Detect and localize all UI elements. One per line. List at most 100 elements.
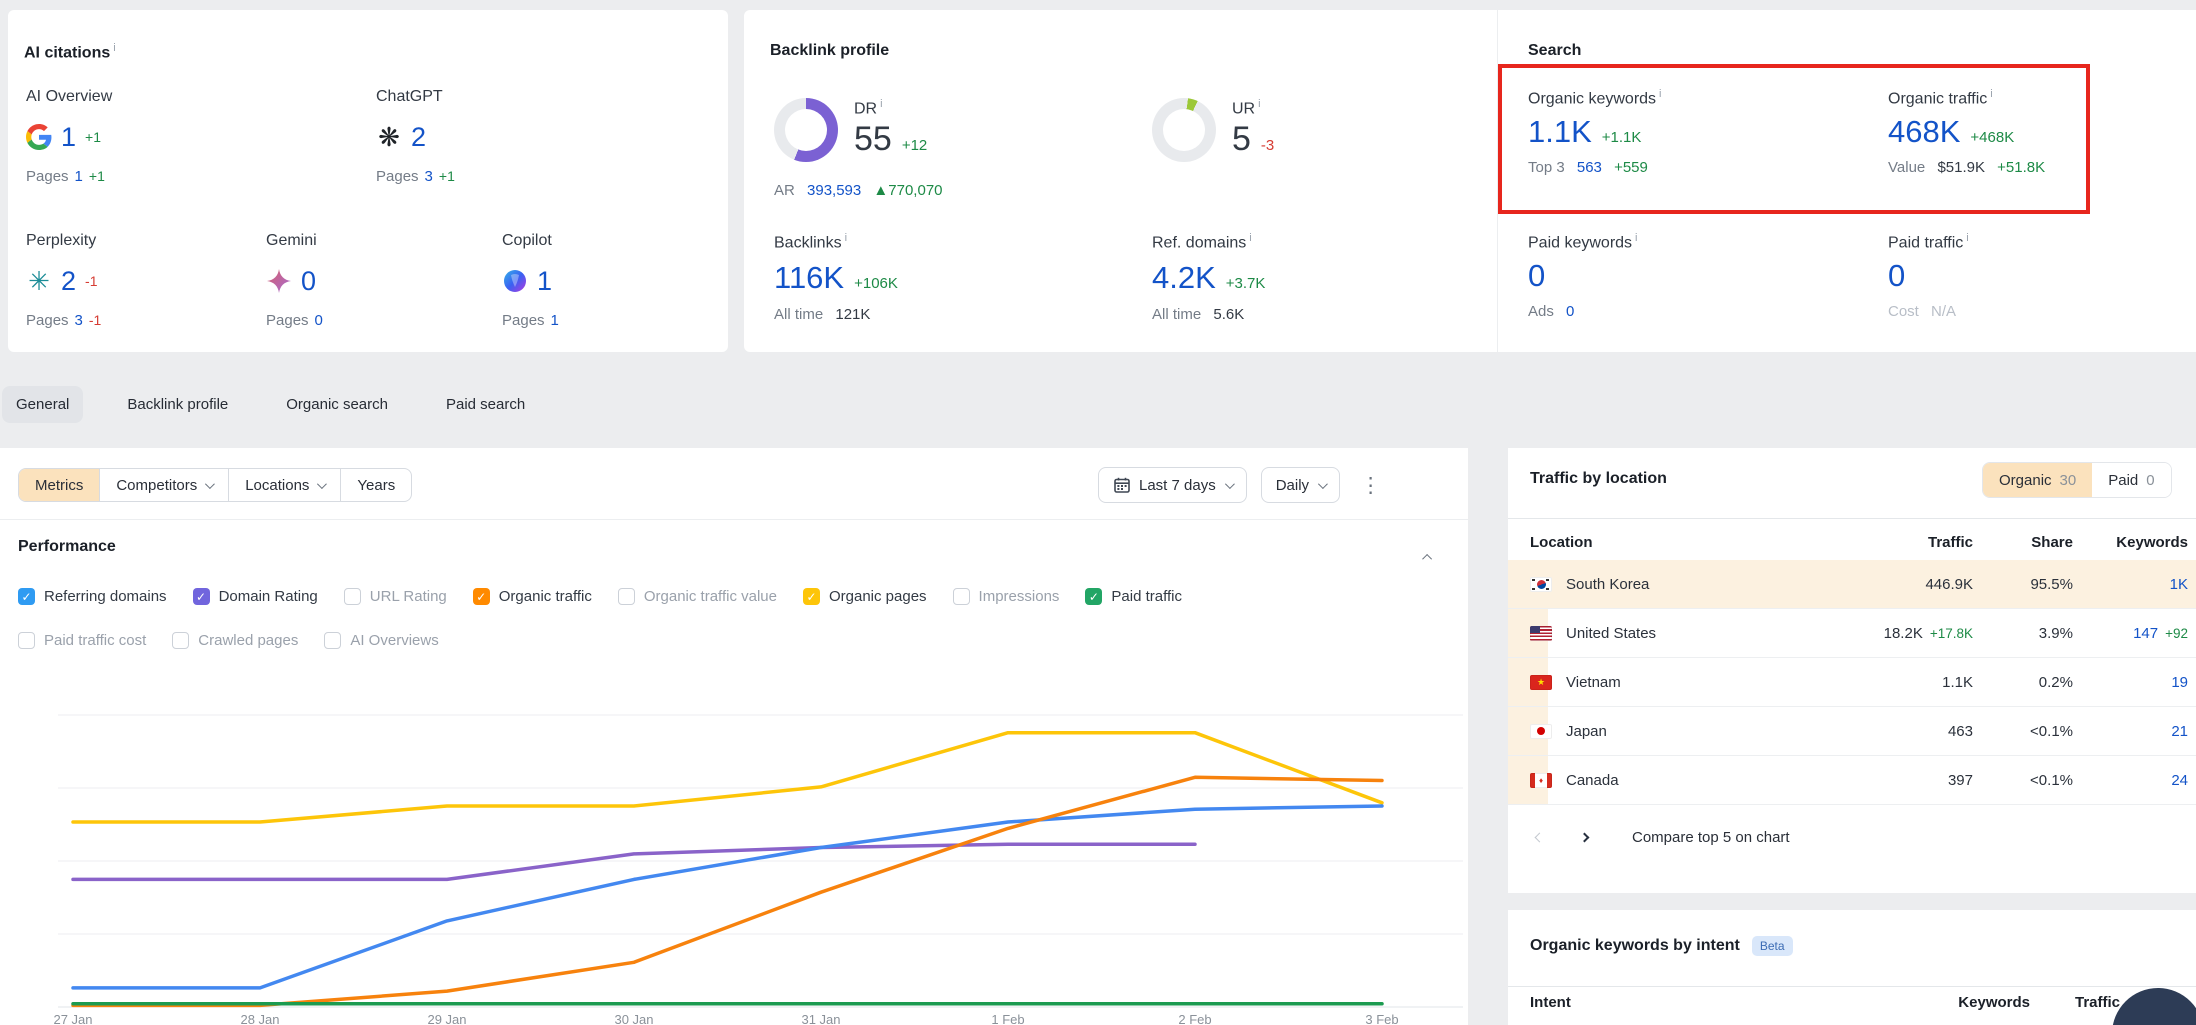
pages-count[interactable]: 3 (424, 168, 433, 185)
location-row-vietnam[interactable]: ★ Vietnam 1.1K 0.2% 19 (1508, 658, 2196, 707)
metric-checkbox-organic-traffic[interactable]: ✓ Organic traffic (472, 588, 592, 605)
series-line-referring-domains (71, 804, 1384, 990)
keywords-link[interactable]: 1K (2169, 575, 2188, 593)
keywords-link[interactable]: 21 (2171, 722, 2188, 740)
report-tabs: General Backlink profile Organic search Pai… (2, 383, 539, 425)
backlinks-label-text: Backlinks (774, 234, 842, 252)
keywords-link[interactable]: 24 (2171, 771, 2188, 789)
location-row-japan[interactable]: Japan 463 <0.1% 21 (1508, 707, 2196, 756)
citation-count[interactable]: 2 (411, 121, 427, 152)
tab-backlink-profile[interactable]: Backlink profile (127, 395, 229, 413)
info-icon[interactable]: i (1966, 232, 1969, 244)
granularity-label: Daily (1275, 476, 1310, 494)
location-cell: South Korea (1530, 576, 1823, 593)
tab-paid-search[interactable]: Paid search (445, 395, 526, 413)
flag-ca-icon: ♦ (1530, 772, 1552, 788)
date-range-button[interactable]: Last 7 days (1098, 467, 1247, 503)
citation-count[interactable]: 2 (61, 265, 77, 296)
citation-count[interactable]: 1 (537, 265, 553, 296)
pages-count[interactable]: 0 (314, 312, 323, 329)
info-icon[interactable]: i (113, 42, 116, 54)
next-page-icon[interactable] (1575, 822, 1594, 852)
tab-general[interactable]: General (2, 385, 84, 423)
metric-checkbox-organic-traffic-value[interactable]: Organic traffic value (617, 588, 777, 605)
keywords-cell: 19 (2073, 674, 2188, 691)
ref-domains-delta: +3.7K (1225, 275, 1266, 293)
paid-keywords-label-text: Paid keywords (1528, 234, 1633, 252)
pages-count[interactable]: 1 (74, 168, 83, 185)
x-tick-label: 28 Jan (240, 1012, 280, 1025)
pages-count[interactable]: 1 (550, 312, 559, 329)
location-name: Canada (1566, 771, 1619, 789)
metric-checkbox-paid-traffic[interactable]: ✓ Paid traffic (1085, 588, 1182, 605)
search-title: Search (1528, 42, 1581, 60)
paid-traffic-value[interactable]: 0 (1888, 258, 1906, 294)
share-cell: <0.1% (2030, 771, 2073, 789)
keywords-link[interactable]: 147 (2133, 624, 2159, 642)
info-icon[interactable]: i (844, 232, 848, 244)
metric-checkbox-referring-domains[interactable]: ✓ Referring domains (18, 588, 167, 605)
flag-us-icon (1530, 625, 1552, 641)
metric-checkbox-paid-traffic-cost[interactable]: Paid traffic cost (18, 632, 146, 649)
filter-competitors-button[interactable]: Competitors (100, 469, 230, 501)
info-icon[interactable]: i (1635, 232, 1638, 244)
prev-page-icon[interactable] (1530, 822, 1549, 852)
filter-years-button[interactable]: Years (341, 469, 411, 501)
citation-count[interactable]: 1 (61, 121, 77, 152)
filter-locations-button[interactable]: Locations (229, 469, 342, 501)
info-icon[interactable]: i (1659, 88, 1662, 100)
info-icon[interactable]: i (1258, 98, 1261, 110)
citation-count[interactable]: 0 (301, 265, 317, 296)
ads-value-link[interactable]: 0 (1566, 303, 1575, 321)
metric-checkbox-organic-pages[interactable]: ✓ Organic pages (802, 588, 927, 605)
ar-value-link[interactable]: 393,593 (807, 182, 862, 199)
location-row-canada[interactable]: ♦ Canada 397 <0.1% 24 (1508, 756, 2196, 805)
paid-keywords-value[interactable]: 0 (1528, 258, 1546, 294)
collapse-section-button[interactable] (1422, 548, 1433, 566)
checkbox-checked-icon: ✓ (192, 588, 210, 605)
metric-checkbox-impressions[interactable]: Impressions (952, 588, 1059, 605)
ai-citation-chatgpt: ChatGPT ❋ 2 Pages 3 +1 (376, 88, 455, 185)
organic-keywords-value[interactable]: 1.1K (1528, 114, 1592, 150)
ref-domains-block: Ref. domains i 4.2K +3.7K All time 5.6K (1152, 232, 1265, 323)
metric-checkbox-domain-rating[interactable]: ✓ Domain Rating (192, 588, 318, 605)
keywords-cell: 21 (2073, 723, 2188, 740)
keywords-link[interactable]: 19 (2171, 673, 2188, 691)
toggle-organic[interactable]: Organic 30 (1983, 463, 2093, 497)
info-icon[interactable]: i (880, 98, 883, 110)
dr-block: DR i 55 +12 (854, 98, 927, 159)
ref-domains-value[interactable]: 4.2K (1152, 260, 1216, 296)
pages-count[interactable]: 3 (74, 312, 83, 329)
metric-checkbox-url-rating[interactable]: URL Rating (343, 588, 447, 605)
checkbox-label: Organic traffic (498, 588, 592, 605)
organic-traffic-value[interactable]: 468K (1888, 114, 1961, 150)
location-row-south-korea[interactable]: South Korea 446.9K 95.5% 1K (1508, 560, 2196, 609)
ur-delta: -3 (1260, 137, 1275, 155)
granularity-button[interactable]: Daily (1260, 467, 1341, 503)
backlinks-value[interactable]: 116K (774, 260, 845, 296)
col-intent: Intent (1530, 994, 1571, 1011)
location-table-header: Location Traffic Share Keywords (1508, 524, 2196, 560)
info-icon[interactable]: i (1990, 88, 1993, 100)
top3-value-link[interactable]: 563 (1576, 159, 1602, 177)
date-controls: Last 7 days Daily ⋮ (1098, 467, 1387, 503)
citation-delta: -1 (85, 273, 98, 289)
toggle-paid[interactable]: Paid 0 (2092, 463, 2171, 497)
location-row-united-states[interactable]: United States 18.2K +17.8K 3.9% 147 +92 (1508, 609, 2196, 658)
beta-badge: Beta (1751, 936, 1793, 956)
filter-metrics-button[interactable]: Metrics (19, 469, 101, 501)
more-options-kebab-icon[interactable]: ⋮ (1360, 473, 1382, 497)
ads-row: Ads 0 (1528, 303, 1638, 320)
checkbox-label: Domain Rating (218, 588, 318, 605)
dr-label-text: DR (854, 100, 878, 118)
tab-organic-search[interactable]: Organic search (286, 395, 388, 413)
checkbox-checked-icon: ✓ (472, 588, 490, 605)
x-tick-label: 27 Jan (53, 1012, 93, 1025)
col-traffic: Traffic (2074, 994, 2120, 1011)
metric-checkbox-crawled-pages[interactable]: Crawled pages (172, 632, 298, 649)
x-tick-label: 1 Feb (991, 1012, 1025, 1025)
info-icon[interactable]: i (1249, 232, 1252, 244)
cost-value: N/A (1931, 303, 1957, 321)
metric-checkbox-ai-overviews[interactable]: AI Overviews (324, 632, 439, 649)
